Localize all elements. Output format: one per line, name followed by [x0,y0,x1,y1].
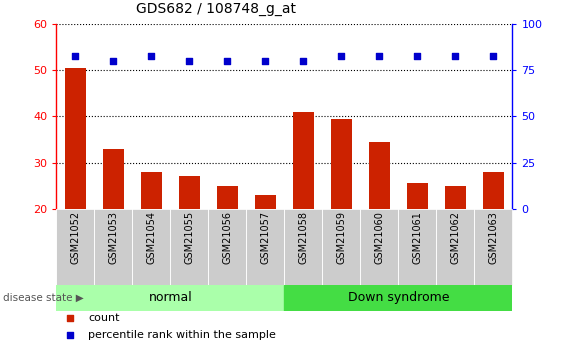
FancyBboxPatch shape [132,209,171,285]
Text: GSM21052: GSM21052 [70,211,81,264]
Text: GSM21054: GSM21054 [146,211,157,264]
FancyBboxPatch shape [95,209,132,285]
FancyBboxPatch shape [171,209,208,285]
Point [451,53,460,58]
Bar [65,68,86,209]
FancyBboxPatch shape [474,209,512,285]
Point [404,267,413,272]
FancyBboxPatch shape [436,209,474,285]
Text: disease state ▶: disease state ▶ [3,293,83,303]
Text: GSM21056: GSM21056 [222,211,233,264]
FancyBboxPatch shape [360,209,399,285]
Text: GSM21055: GSM21055 [184,211,194,264]
FancyBboxPatch shape [322,209,360,285]
FancyBboxPatch shape [247,209,284,285]
Bar [407,183,428,209]
Bar [255,195,276,209]
FancyBboxPatch shape [399,209,436,285]
Bar [217,186,238,209]
FancyBboxPatch shape [208,209,247,285]
Text: GSM21062: GSM21062 [450,211,461,264]
Bar [56,285,284,310]
Bar [179,176,200,209]
Bar [445,186,466,209]
FancyBboxPatch shape [284,209,322,285]
Text: normal: normal [149,291,192,304]
Text: GSM21059: GSM21059 [336,211,346,264]
Bar [141,172,162,209]
Text: GSM21063: GSM21063 [488,211,498,264]
Bar [331,119,352,209]
Bar [103,149,124,209]
Text: GSM21060: GSM21060 [374,211,385,264]
Bar [483,172,504,209]
Text: GSM21058: GSM21058 [298,211,309,264]
Point [489,53,498,58]
Point [109,58,118,64]
Text: count: count [88,313,120,323]
Bar [284,285,512,310]
Point [337,53,346,58]
Point [375,53,384,58]
Point [261,58,270,64]
Point [185,58,194,64]
Point [299,58,308,64]
Text: Down syndrome: Down syndrome [347,291,449,304]
Text: GDS682 / 108748_g_at: GDS682 / 108748_g_at [136,2,296,17]
Text: GSM21053: GSM21053 [108,211,118,264]
Bar [369,142,390,209]
Text: GSM21057: GSM21057 [260,211,270,264]
Point [71,53,80,58]
Text: GSM21061: GSM21061 [412,211,422,264]
Point [147,53,156,58]
Bar [293,112,314,209]
Point [223,58,232,64]
Point [404,111,413,117]
Point [413,53,422,58]
FancyBboxPatch shape [56,209,95,285]
Text: percentile rank within the sample: percentile rank within the sample [88,331,276,340]
